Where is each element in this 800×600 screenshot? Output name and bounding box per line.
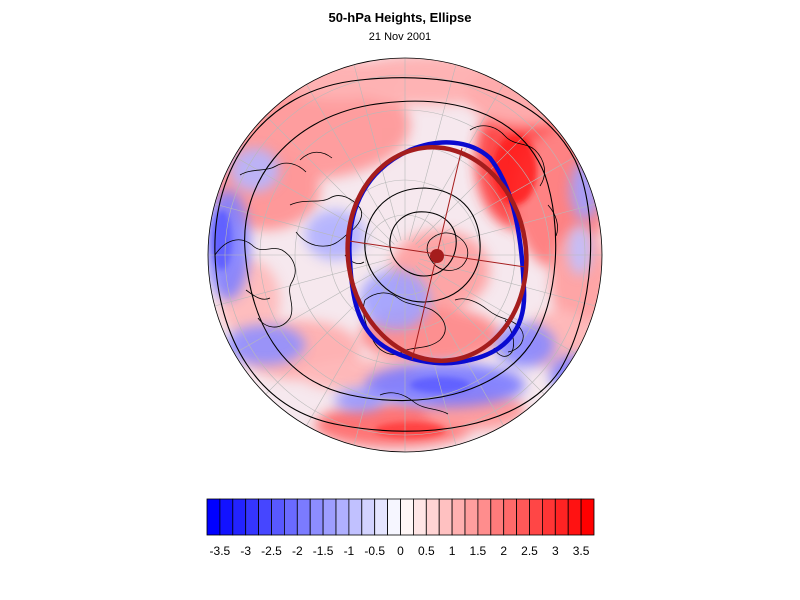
meridian-line: [415, 265, 547, 397]
colorbar-tick-label: -2: [292, 544, 303, 558]
meridian-line: [304, 267, 398, 429]
colorbar-swatch: [425, 498, 440, 536]
colorbar-swatch: [232, 498, 247, 536]
colorbar-tick-label: 2: [500, 544, 507, 558]
colorbar-swatch: [322, 498, 337, 536]
colorbar-swatch: [464, 498, 479, 536]
colorbar-tick-label: -2.5: [261, 544, 282, 558]
colorbar-swatch: [374, 498, 389, 536]
globe-outline: [207, 57, 603, 453]
coastlines: [214, 125, 558, 415]
colorbar-swatch: [219, 498, 234, 536]
colorbar-boxes: [206, 498, 595, 536]
colorbar-tick-labels: -3.5 -3 -2.5 -2 -1.5 -1 -0.5 0 0.5 1 1.5 2 2.5 3 3.5: [210, 544, 590, 558]
colorbar-swatch: [309, 498, 324, 536]
colorbar-tick-label: 0: [397, 544, 404, 558]
colorbar-swatch: [567, 498, 582, 536]
colorbar-swatch: [271, 498, 285, 536]
meridian-line: [417, 154, 579, 248]
colorbar-tick-label: 1.5: [470, 544, 487, 558]
meridian-line: [211, 258, 391, 308]
meridian-line: [352, 269, 402, 449]
meridian-line: [263, 265, 395, 397]
map-title: 50-hPa Heights, Ellipse: [328, 10, 472, 25]
colorbar-swatch: [258, 498, 272, 536]
colorbar-swatch: [438, 498, 453, 536]
map-date: 21 Nov 2001: [368, 31, 432, 43]
colorbar-swatch: [335, 498, 350, 536]
colorbar-swatch: [542, 498, 556, 536]
colorbar-swatch: [412, 498, 427, 536]
meridian-line: [263, 113, 395, 245]
colorbar-tick-label: -1.5: [313, 544, 334, 558]
colorbar-swatch: [400, 498, 414, 536]
colorbar-tick-label: 2.5: [521, 544, 538, 558]
meridian-line: [231, 262, 393, 356]
meridian-line: [304, 81, 398, 243]
meridian-line: [419, 258, 599, 308]
colorbar-swatch: [296, 498, 311, 536]
colorbar-swatch: [503, 498, 518, 536]
colorbar-tick-label: 0.5: [418, 544, 435, 558]
colorbar-swatch: [348, 498, 363, 536]
colorbar-swatch: [361, 498, 376, 536]
meridian-line: [412, 267, 506, 429]
meridian-line: [408, 61, 458, 241]
colorbar-tick-label: 3: [552, 544, 559, 558]
colorbar-swatch: [283, 498, 298, 536]
colorbar-swatch: [554, 498, 569, 536]
colorbar-swatch: [516, 498, 530, 536]
colorbar-tick-label: -0.5: [364, 544, 385, 558]
colorbar-swatch: [245, 498, 259, 536]
meridian-line: [352, 61, 402, 241]
height-contours: [214, 77, 592, 432]
colorbar-swatch: [387, 498, 401, 536]
colorbar-tick-label: 3.5: [573, 544, 590, 558]
colorbar-swatch: [477, 498, 492, 536]
ellipse-center-marker: [430, 249, 444, 263]
fitted-ellipse: [345, 145, 529, 363]
colorbar-tick-label: 1: [449, 544, 456, 558]
colorbar-tick-label: -1: [344, 544, 355, 558]
graticule-grid: [208, 58, 602, 452]
meridian-line: [417, 262, 579, 356]
colorbar-swatch: [580, 498, 595, 536]
meridian-line: [419, 202, 599, 252]
colorbar-tick-label: -3: [240, 544, 251, 558]
colorbar-swatch: [451, 498, 466, 536]
meridian-line: [415, 113, 547, 245]
colorbar-tick-label: -3.5: [210, 544, 231, 558]
colorbar-swatch: [529, 498, 543, 536]
colorbar-swatch: [206, 498, 221, 536]
colorbar-swatch: [490, 498, 505, 536]
